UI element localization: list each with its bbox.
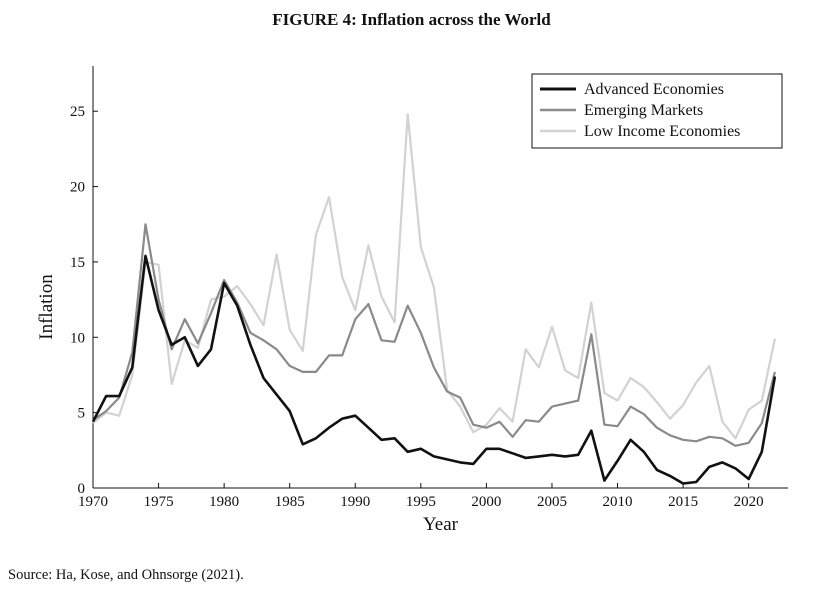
- x-tick-label: 1975: [144, 494, 174, 510]
- x-tick-label: 1970: [78, 494, 108, 510]
- y-axis-title: Inflation: [36, 274, 57, 340]
- x-tick-label: 1980: [209, 494, 239, 510]
- x-tick-label: 2020: [734, 494, 764, 510]
- axes: 1970 1975 1980 1985 1990 1995 2000 2005 2010 2015…: [70, 66, 788, 510]
- x-tick-label: 1990: [340, 494, 370, 510]
- legend: Advanced Economies Emerging Markets Low In…: [531, 73, 783, 149]
- y-tick-label: 20: [70, 180, 85, 196]
- series-layer: [91, 113, 777, 485]
- x-tick-label: 1995: [406, 494, 436, 510]
- source-note: Source: Ha, Kose, and Ohnsorge (2021).: [8, 567, 244, 583]
- x-tick-label: 2000: [471, 494, 501, 510]
- x-axis-title: Year: [423, 514, 459, 535]
- line-chart: 1970 1975 1980 1985 1990 1995 2000 2005 2010 2015…: [36, 66, 788, 535]
- x-tick-label: 2015: [668, 494, 698, 510]
- y-tick-label: 15: [70, 255, 85, 271]
- x-tick-label: 2010: [603, 494, 633, 510]
- y-tick-label: 25: [70, 104, 85, 120]
- legend-label: Advanced Economies: [584, 81, 724, 98]
- figure-title: FIGURE 4: Inflation across the World: [272, 10, 551, 29]
- y-tick-label: 5: [78, 406, 86, 422]
- series-line-advanced-economies: [91, 254, 777, 485]
- series-line-emerging-markets: [92, 223, 776, 447]
- series-line-low-income-economies: [92, 113, 776, 440]
- legend-label: Emerging Markets: [584, 102, 703, 119]
- x-tick-label: 2005: [537, 494, 567, 510]
- y-tick-label: 10: [70, 330, 85, 346]
- legend-label: Low Income Economies: [584, 123, 740, 140]
- x-tick-label: 1985: [275, 494, 305, 510]
- y-tick-label: 0: [78, 481, 86, 497]
